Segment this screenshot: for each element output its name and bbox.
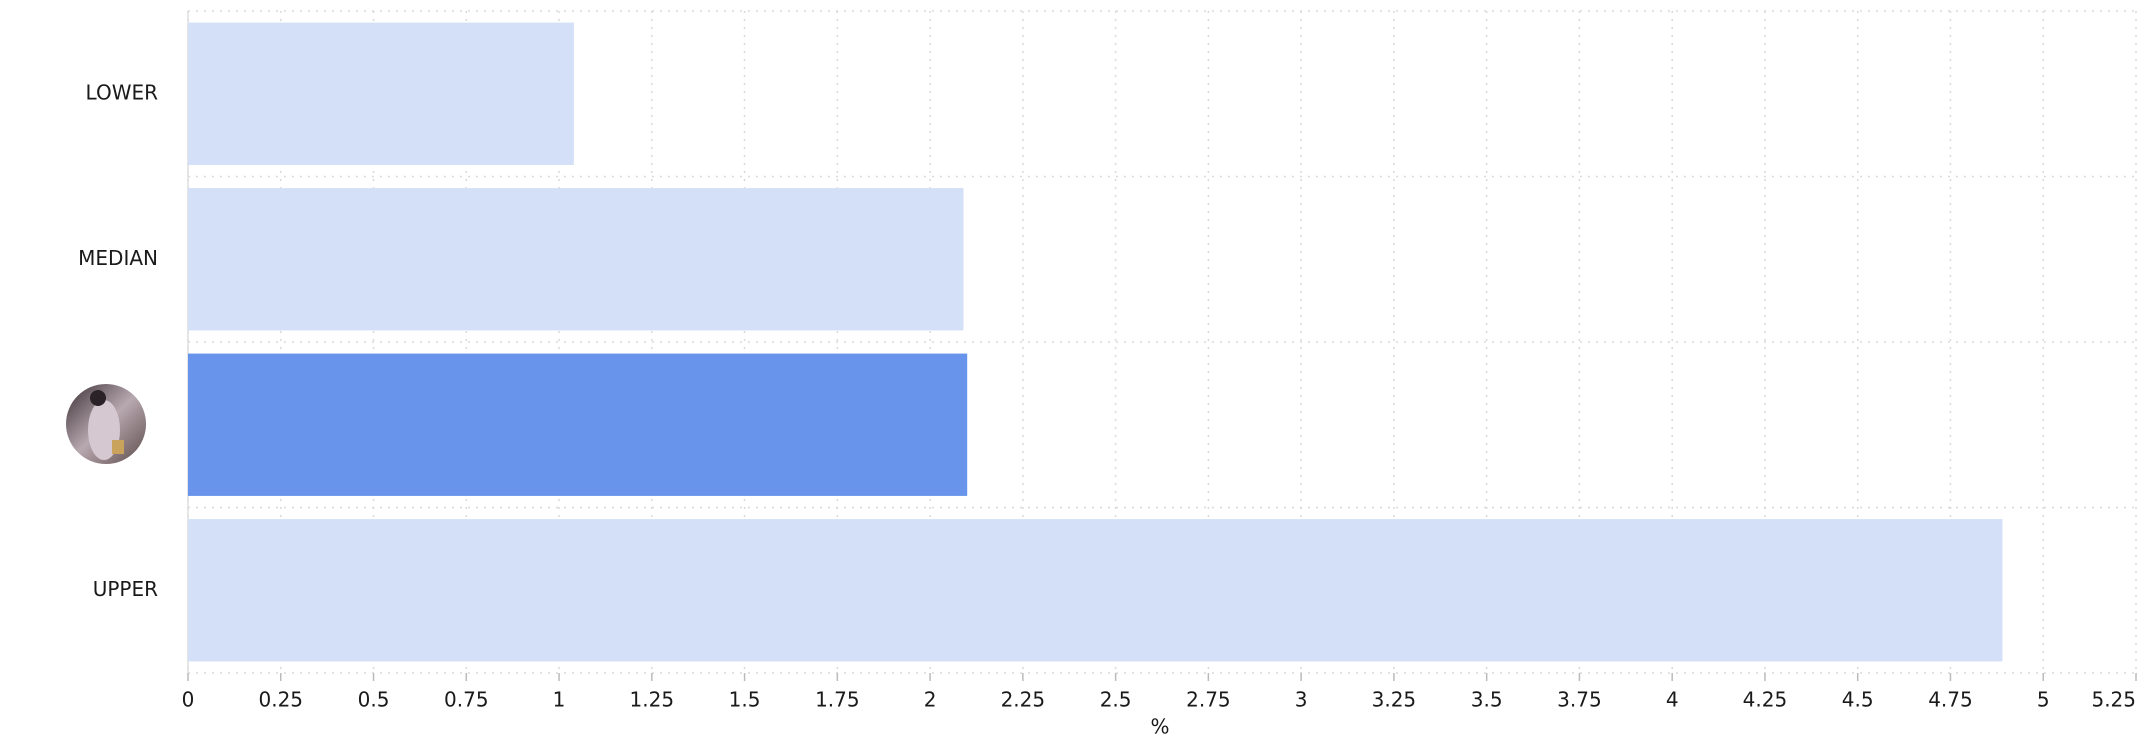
x-axis-label: % — [1150, 715, 1169, 739]
x-tick-label: 5.25 — [2091, 688, 2136, 712]
x-tick-label: 1.25 — [630, 688, 675, 712]
x-tick-label: 0.5 — [358, 688, 390, 712]
x-tick-label: 0.25 — [258, 688, 303, 712]
x-tick-label: 0 — [182, 688, 195, 712]
bar — [188, 22, 574, 165]
x-tick-label: 2.25 — [1001, 688, 1046, 712]
bar — [188, 519, 2003, 662]
x-tick-label: 2 — [924, 688, 937, 712]
x-tick-label: 4.5 — [1842, 688, 1874, 712]
x-tick-label: 4 — [1666, 688, 1679, 712]
y-tick-label: MEDIAN — [78, 246, 158, 270]
x-tick-label: 4.75 — [1928, 688, 1973, 712]
x-tick-label: 0.75 — [444, 688, 489, 712]
x-tick-label: 3 — [1295, 688, 1308, 712]
x-tick-label: 3.75 — [1557, 688, 1602, 712]
y-tick-label: UPPER — [93, 577, 158, 601]
bar — [188, 353, 968, 496]
x-tick-label: 2.5 — [1100, 688, 1132, 712]
x-tick-label: 4.25 — [1743, 688, 1788, 712]
x-tick-label: 3.5 — [1471, 688, 1503, 712]
x-tick-label: 1 — [553, 688, 566, 712]
y-tick-label: LOWER — [86, 80, 159, 104]
avatar — [66, 384, 146, 464]
bar — [188, 188, 964, 331]
x-tick-label: 1.5 — [729, 688, 761, 712]
x-tick-label: 2.75 — [1186, 688, 1231, 712]
x-tick-label: 5 — [2037, 688, 2050, 712]
x-tick-label: 1.75 — [815, 688, 860, 712]
x-tick-label: 3.25 — [1372, 688, 1417, 712]
